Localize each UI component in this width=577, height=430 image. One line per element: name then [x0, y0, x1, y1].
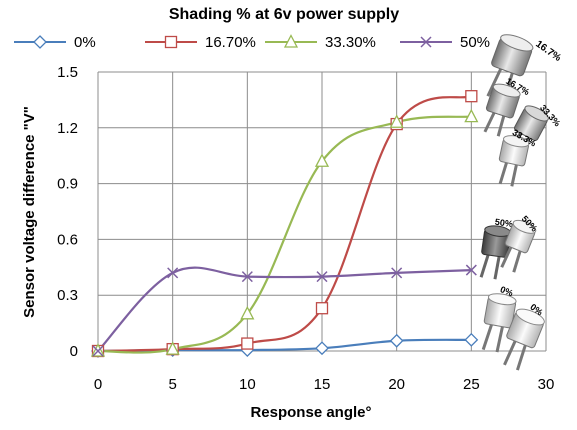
x-tick-label: 15 [314, 376, 331, 393]
data-point-series-3 [92, 345, 104, 357]
y-tick-label: 1.5 [57, 64, 78, 81]
legend-label-2: 33.30% [325, 34, 376, 51]
data-point-series-3 [465, 264, 477, 276]
chart-title: Shading % at 6v power supply [169, 6, 399, 23]
sensor-label-0a: 0% [499, 284, 515, 298]
data-point-series-2 [464, 108, 479, 123]
x-tick-label: 0 [94, 376, 102, 393]
x-tick-label: 10 [239, 376, 256, 393]
data-point-series-2 [165, 341, 180, 355]
y-tick-label: 0.6 [57, 231, 78, 248]
sensor-pair-50-icon: 50% 50% [479, 214, 539, 280]
legend-label-3: 50% [460, 34, 490, 51]
sensor-label-16-7: 16.7% [533, 39, 563, 64]
x-tick-label: 30 [538, 376, 555, 393]
data-point-series-3 [316, 271, 328, 283]
series-lines [97, 95, 472, 354]
y-tick-labels: 0 0.3 0.6 0.9 1.2 1.5 [57, 64, 78, 360]
data-point-series-3 [391, 267, 403, 279]
data-point-series-1 [315, 302, 329, 315]
legend-label-1: 16.70% [205, 34, 256, 51]
data-point-series-2 [314, 153, 330, 167]
sensor-pair-16-33-icon: 16.7% 33.3% 33.3% [483, 76, 562, 187]
legend: 0% 16.70% 33.30% 50% [14, 34, 490, 51]
legend-label-0: 0% [74, 34, 96, 51]
y-tick-label: 0 [70, 343, 78, 360]
x-axis-title: Response angle° [250, 404, 371, 421]
data-point-series-3 [241, 271, 253, 283]
series-line-3 [97, 266, 472, 352]
y-tick-label: 0.3 [57, 287, 78, 304]
legend-marker-0 [33, 35, 47, 49]
grid [97, 71, 547, 352]
y-axis-title: Sensor voltage difference "V" [21, 106, 38, 318]
y-tick-label: 0.9 [57, 176, 78, 193]
data-point-series-3 [167, 267, 179, 279]
series-line-2 [97, 115, 472, 354]
x-tick-label: 5 [168, 376, 176, 393]
data-point-series-1 [241, 337, 254, 350]
series-markers [90, 90, 479, 358]
data-point-series-2 [389, 114, 404, 128]
x-tick-labels: 0 5 10 15 20 25 30 [94, 376, 555, 393]
data-point-series-0 [389, 333, 404, 348]
legend-marker-2 [283, 34, 299, 48]
legend-marker-3 [420, 36, 432, 48]
x-tick-label: 25 [463, 376, 480, 393]
series-line-1 [97, 95, 472, 353]
sensor-pair-0-icon: 0% 0% [481, 284, 545, 371]
data-point-series-2 [240, 305, 255, 320]
legend-marker-1 [164, 35, 178, 49]
data-point-series-0 [315, 341, 329, 356]
x-tick-label: 20 [388, 376, 405, 393]
data-point-series-1 [465, 90, 478, 103]
data-point-series-0 [464, 332, 479, 347]
sensor-label-50a: 50% [494, 217, 513, 229]
y-tick-label: 1.2 [57, 120, 78, 137]
